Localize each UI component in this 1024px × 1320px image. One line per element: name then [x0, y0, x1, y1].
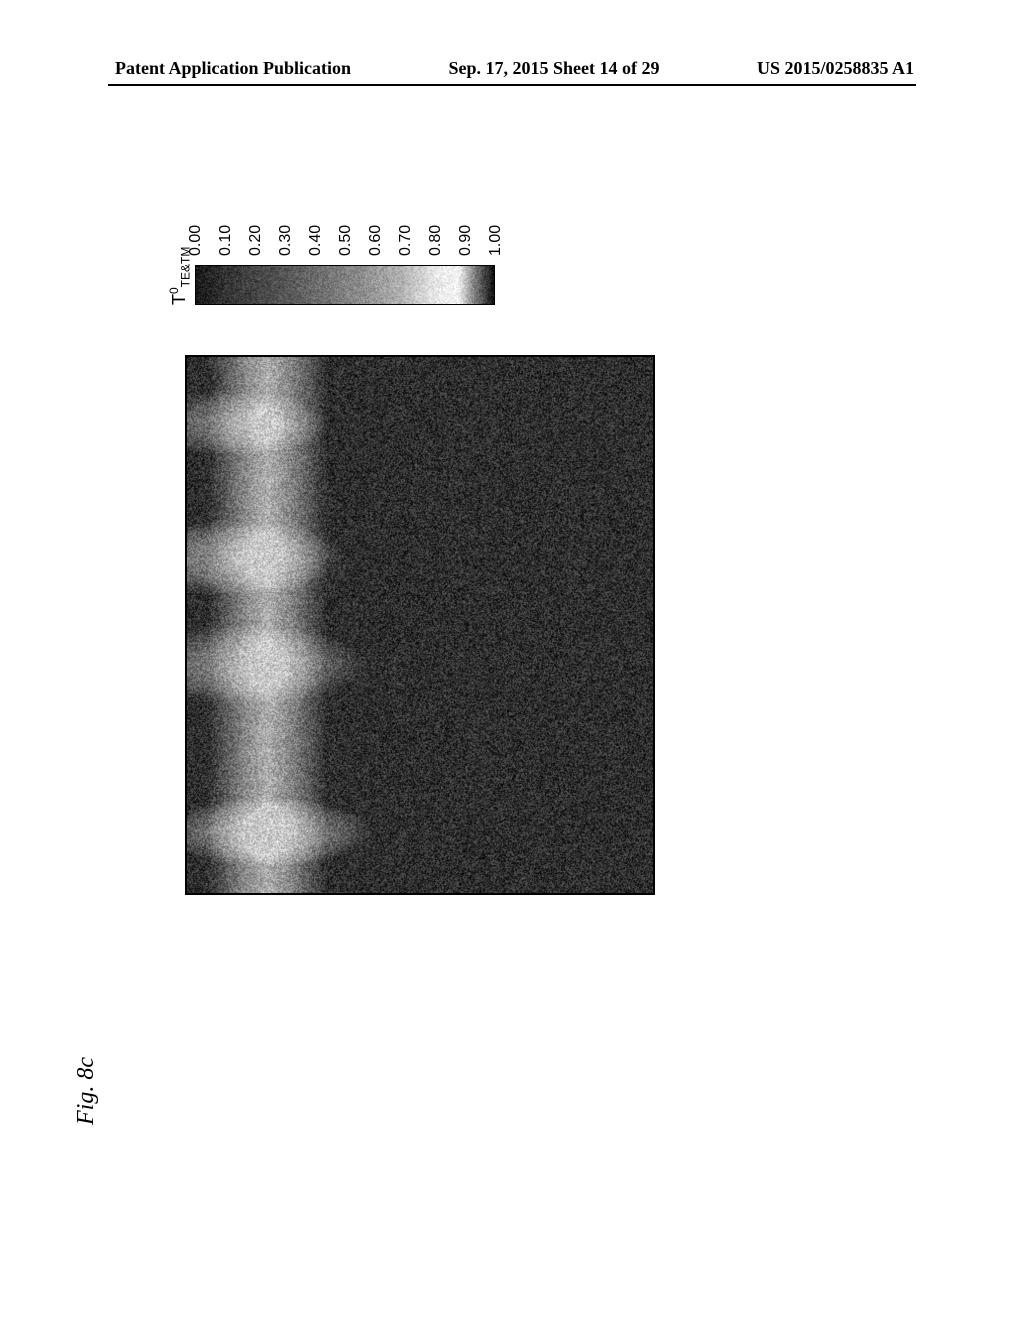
x-tick [653, 622, 655, 624]
colorbar-tick-label: 0.60 [367, 225, 385, 256]
x-tick [653, 555, 655, 557]
colorbar-tick-label: 0.20 [247, 225, 265, 256]
x-tick [653, 690, 655, 692]
x-tick [653, 420, 655, 422]
heatmap-plot: Wavelength [nm] Tilt angle [°] 350400450… [185, 355, 655, 895]
colorbar-tick-label: 0.30 [277, 225, 295, 256]
figure-caption: Fig. 8c [73, 1057, 100, 1125]
y-tick [320, 893, 322, 895]
page-header: Patent Application Publication Sep. 17, … [0, 58, 1024, 79]
header-right: US 2015/0258835 A1 [757, 58, 914, 79]
figure-8c: Wavelength [nm] Tilt angle [°] 350400450… [100, 200, 850, 950]
y-tick [455, 893, 457, 895]
y-tick [253, 893, 255, 895]
colorbar-tick-label: 0.80 [427, 225, 445, 256]
header-center: Sep. 17, 2015 Sheet 14 of 29 [449, 58, 660, 79]
colorbar-tick-label: 0.40 [307, 225, 325, 256]
y-tick [186, 893, 188, 895]
colorbar-tick-label: 1.00 [487, 225, 505, 256]
colorbar-tick-label: 0.90 [457, 225, 475, 256]
header-rule [108, 84, 916, 86]
header-left: Patent Application Publication [115, 58, 351, 79]
colorbar-tick-label: 0.10 [217, 225, 235, 256]
colorbar-tick-label: 0.00 [187, 225, 205, 256]
x-tick [653, 892, 655, 894]
heatmap-canvas [187, 357, 653, 893]
colorbar-canvas [196, 266, 494, 304]
colorbar-tick-label: 0.50 [337, 225, 355, 256]
x-tick [653, 487, 655, 489]
x-tick [653, 825, 655, 827]
y-tick [522, 893, 524, 895]
y-tick [589, 893, 591, 895]
colorbar-tick-label: 0.70 [397, 225, 415, 256]
colorbar: 0.000.100.200.300.400.500.600.700.800.90… [195, 265, 495, 305]
figure-rotated-wrapper: Wavelength [nm] Tilt angle [°] 350400450… [165, 165, 785, 985]
x-tick [653, 757, 655, 759]
y-tick [387, 893, 389, 895]
